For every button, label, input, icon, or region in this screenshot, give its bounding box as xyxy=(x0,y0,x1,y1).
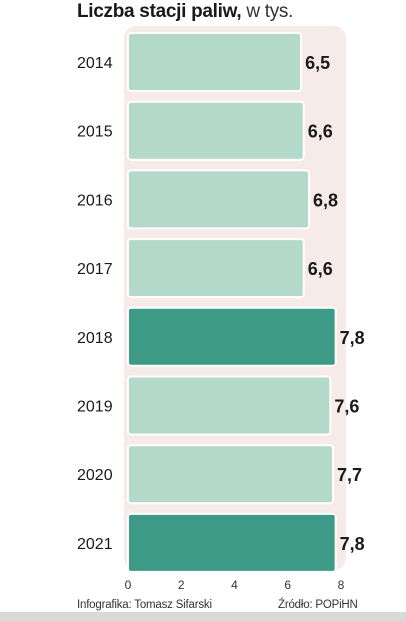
bar-2020 xyxy=(127,444,335,505)
x-tick-6: 6 xyxy=(284,578,291,592)
credit-text: Infografika: Tomasz Sifarski xyxy=(77,599,212,611)
category-label-2016: 2016 xyxy=(77,192,113,209)
category-labels: 2014 2015 2016 2017 2018 2019 2020 2021 xyxy=(77,55,113,553)
value-label-2019: 7,6 xyxy=(334,397,359,417)
x-tick-0: 0 xyxy=(125,578,132,592)
bottom-strip xyxy=(0,612,406,621)
category-label-2019: 2019 xyxy=(77,399,113,416)
value-label-2018: 7,8 xyxy=(340,328,365,348)
value-label-2020: 7,7 xyxy=(337,465,362,485)
bar-2015 xyxy=(127,100,305,161)
value-label-2014: 6,5 xyxy=(305,53,330,73)
value-labels: 6,5 6,6 6,8 6,6 7,8 7,6 7,7 7,8 xyxy=(305,53,365,554)
category-label-2017: 2017 xyxy=(77,261,113,278)
bars-group xyxy=(127,32,337,573)
bar-2021 xyxy=(127,512,337,573)
value-label-2015: 6,6 xyxy=(308,122,333,142)
category-label-2018: 2018 xyxy=(77,330,113,347)
x-tick-8: 8 xyxy=(338,578,345,592)
category-label-2021: 2021 xyxy=(77,536,113,553)
category-label-2014: 2014 xyxy=(77,55,113,72)
category-label-2015: 2015 xyxy=(77,124,113,141)
bar-2017 xyxy=(127,238,305,299)
value-label-2016: 6,8 xyxy=(313,190,338,210)
chart-title-bold: Liczba stacji paliw, xyxy=(77,1,242,22)
value-label-2021: 7,8 xyxy=(340,534,365,554)
category-label-2020: 2020 xyxy=(77,467,113,484)
x-tick-2: 2 xyxy=(178,578,185,592)
value-label-2017: 6,6 xyxy=(308,259,333,279)
bar-2018 xyxy=(127,306,337,367)
x-tick-4: 4 xyxy=(231,578,238,592)
x-axis-ticks: 0 2 4 6 8 xyxy=(125,578,345,592)
bar-2014 xyxy=(127,32,303,92)
source-text: Źródło: POPiHN xyxy=(278,599,358,611)
bar-2019 xyxy=(127,375,332,436)
chart-title-unit: w tys. xyxy=(241,1,294,22)
bar-2016 xyxy=(127,169,311,230)
chart-title: Liczba stacji paliw, w tys. xyxy=(77,0,293,24)
